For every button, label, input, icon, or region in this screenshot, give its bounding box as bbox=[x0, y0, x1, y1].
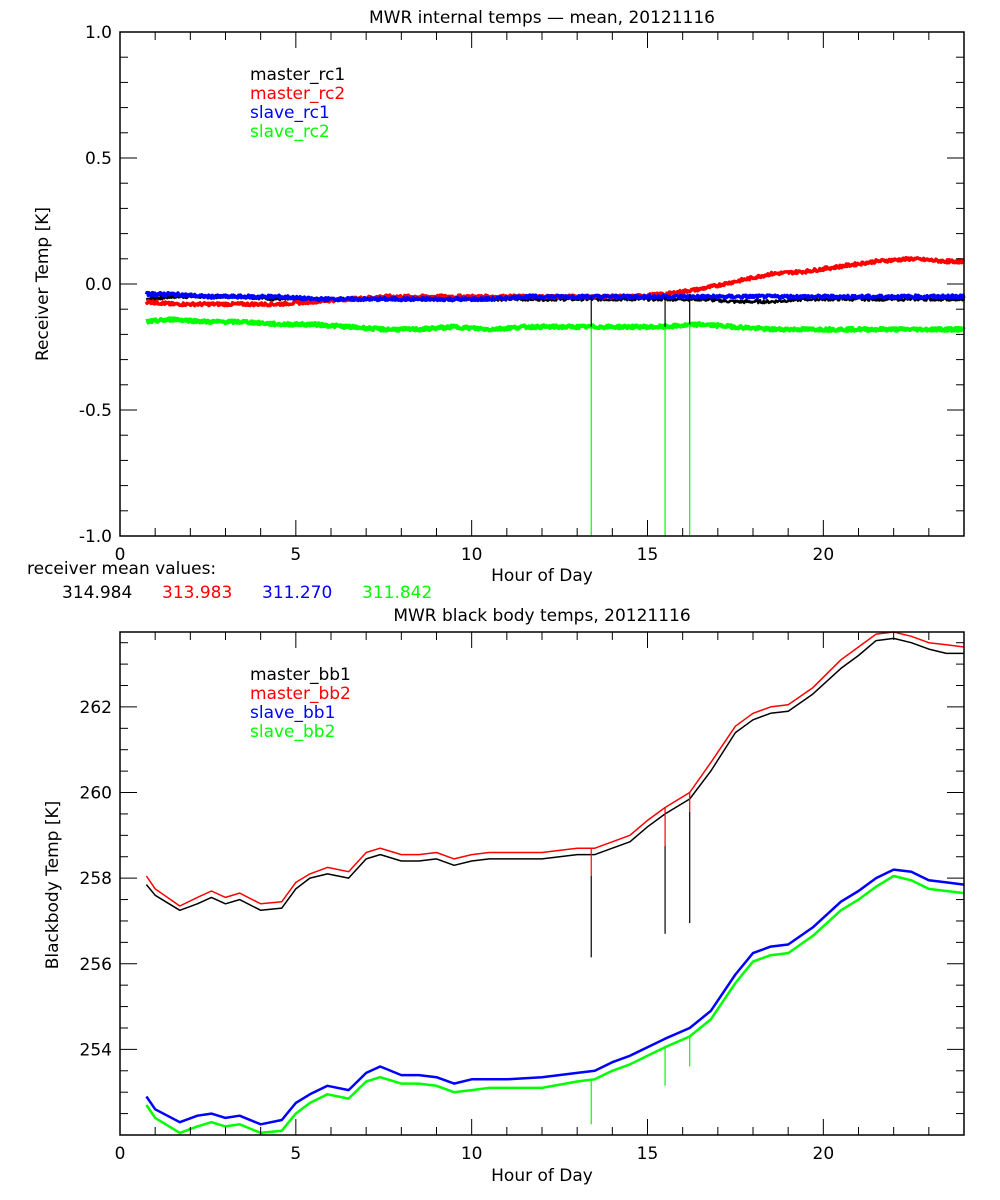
y-tick-label: 1.0 bbox=[85, 23, 112, 43]
legend-entry: master_rc1 bbox=[250, 65, 345, 85]
legend-entry: slave_rc2 bbox=[250, 122, 330, 142]
y-tick-label: 256 bbox=[80, 955, 112, 975]
series-line-slave_rc2 bbox=[145, 316, 966, 333]
mean-values-annotation: receiver mean values: 314.984 313.983 31… bbox=[27, 559, 432, 603]
axis-ticks bbox=[119, 632, 965, 1136]
y-axis-label: Blackbody Temp [K] bbox=[43, 801, 63, 970]
plot-frame bbox=[119, 31, 965, 537]
x-tick-label: 20 bbox=[813, 1144, 835, 1164]
x-tick-label: 20 bbox=[813, 545, 835, 565]
spikes bbox=[590, 294, 691, 536]
spikes bbox=[590, 792, 691, 1125]
y-tick-label: 262 bbox=[80, 698, 112, 718]
mean-value: 313.983 bbox=[162, 583, 232, 603]
series-line-slave_bb2 bbox=[145, 874, 965, 1135]
legend-entry: master_bb1 bbox=[250, 665, 351, 685]
x-tick-label: 10 bbox=[461, 545, 483, 565]
y-tick-label: 254 bbox=[80, 1040, 112, 1060]
annotation-label: receiver mean values: bbox=[27, 559, 216, 579]
y-tick-label: 258 bbox=[80, 869, 112, 889]
receiver-temp-panel: MWR internal temps — mean, 20121116 0 5 … bbox=[27, 8, 966, 603]
legend: master_bb1 master_bb2 slave_bb1 slave_bb… bbox=[250, 665, 351, 742]
x-tick-label: 0 bbox=[115, 1144, 126, 1164]
series-lines bbox=[145, 631, 965, 1135]
legend-entry: master_rc2 bbox=[250, 84, 345, 104]
y-tick-labels: 1.0 0.5 0.0 -0.5 -1.0 bbox=[79, 23, 112, 547]
series-line-master_bb1 bbox=[145, 637, 964, 912]
x-axis-label: Hour of Day bbox=[491, 566, 593, 586]
x-tick-label: 10 bbox=[461, 1144, 483, 1164]
series-lines bbox=[144, 255, 966, 333]
y-axis-label: Receiver Temp [K] bbox=[33, 207, 53, 361]
y-tick-label: 260 bbox=[80, 784, 112, 804]
x-axis-label: Hour of Day bbox=[491, 1166, 593, 1186]
series-line-slave_rc1 bbox=[144, 290, 966, 303]
axis-ticks bbox=[119, 31, 965, 537]
series-line-master_bb2 bbox=[145, 631, 965, 907]
plot-frame bbox=[119, 631, 965, 1136]
y-tick-labels: 262 260 258 256 254 bbox=[80, 698, 112, 1060]
y-tick-label: 0.5 bbox=[85, 149, 112, 169]
legend-entry: slave_bb2 bbox=[250, 722, 335, 742]
mean-value: 311.270 bbox=[262, 583, 332, 603]
series-line-slave_bb1 bbox=[145, 868, 965, 1126]
chart-title: MWR internal temps — mean, 20121116 bbox=[369, 8, 715, 28]
x-tick-labels: 0 5 10 15 20 bbox=[115, 1144, 835, 1164]
x-tick-label: 0 bbox=[115, 545, 126, 565]
y-tick-label: -0.5 bbox=[79, 401, 112, 421]
blackbody-temp-panel: MWR black body temps, 20121116 0 5 10 15… bbox=[43, 606, 965, 1186]
x-tick-label: 15 bbox=[637, 1144, 659, 1164]
legend-entry: slave_bb1 bbox=[250, 703, 335, 723]
y-tick-label: -1.0 bbox=[79, 527, 112, 547]
x-tick-label: 15 bbox=[637, 545, 659, 565]
mean-value: 314.984 bbox=[62, 583, 132, 603]
y-tick-label: 0.0 bbox=[85, 275, 112, 295]
legend-entry: slave_rc1 bbox=[250, 103, 330, 123]
chart-title: MWR black body temps, 20121116 bbox=[393, 606, 690, 626]
x-tick-labels: 0 5 10 15 20 bbox=[115, 545, 835, 565]
mean-value: 311.842 bbox=[362, 583, 432, 603]
x-tick-label: 5 bbox=[290, 545, 301, 565]
x-tick-label: 5 bbox=[290, 1144, 301, 1164]
legend: master_rc1 master_rc2 slave_rc1 slave_rc… bbox=[250, 65, 345, 142]
legend-entry: master_bb2 bbox=[250, 684, 351, 704]
